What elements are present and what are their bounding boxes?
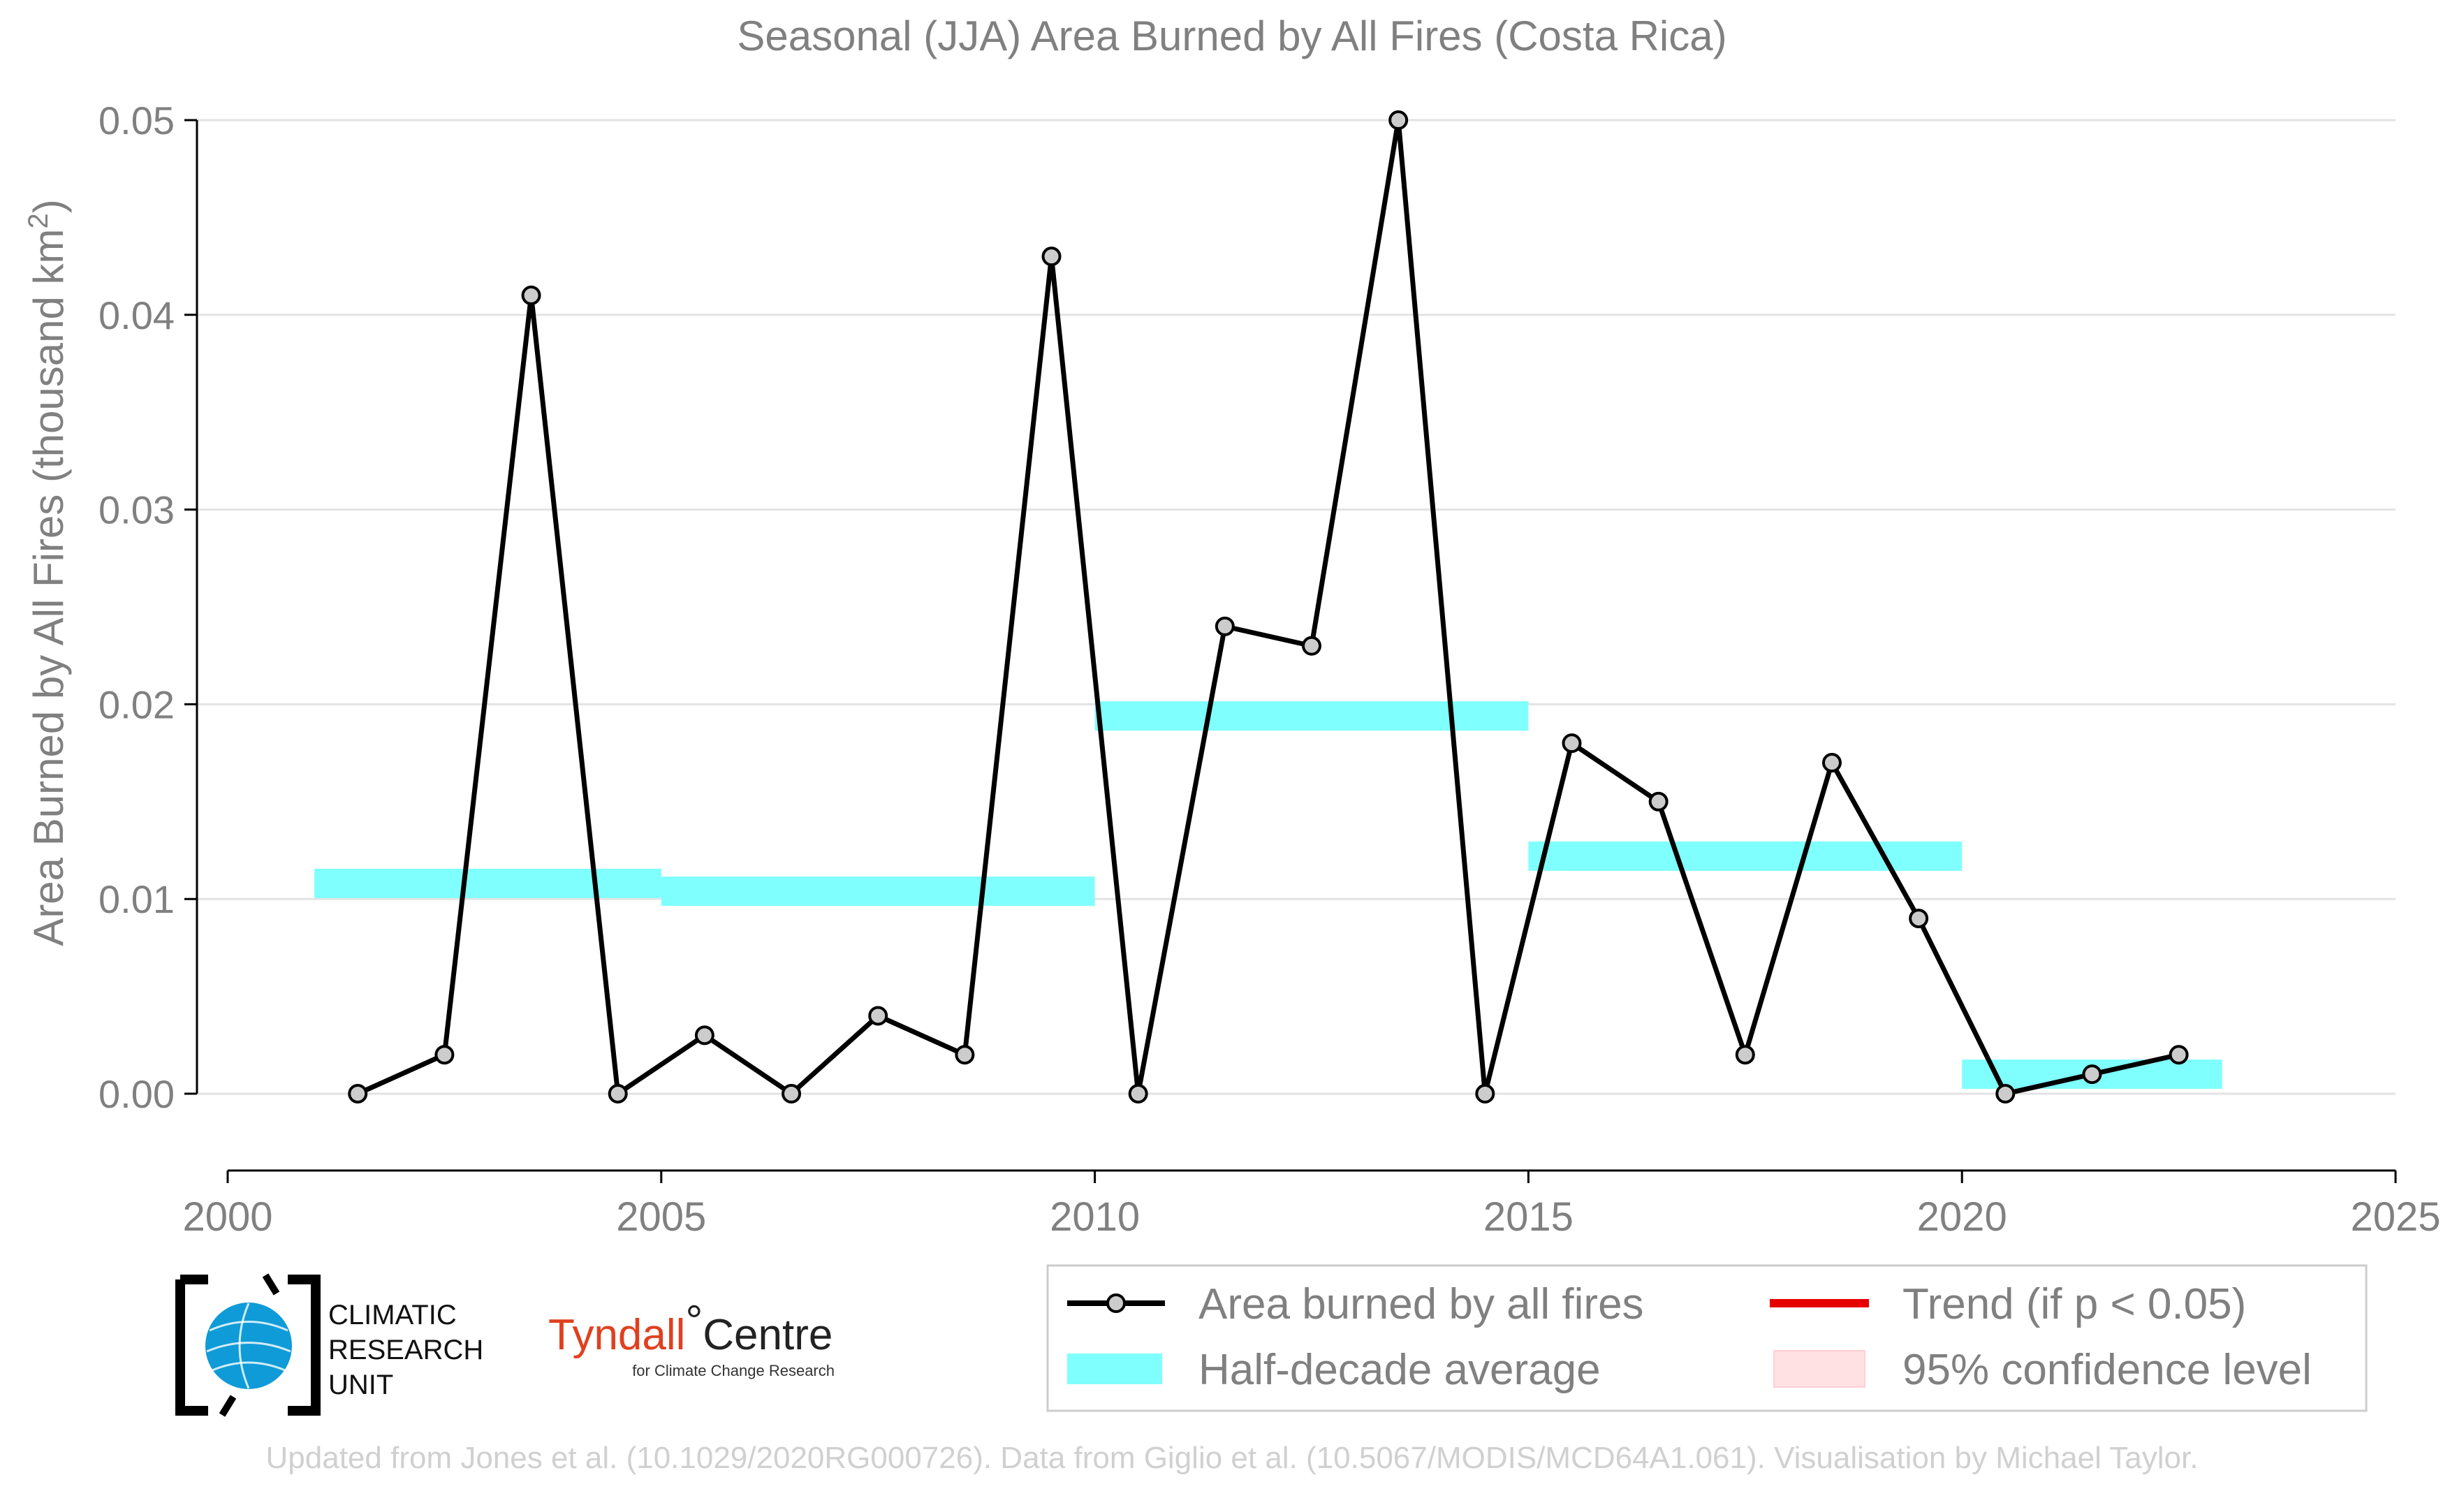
cru-line-1: CLIMATIC: [328, 1300, 457, 1330]
data-point-0: [348, 1084, 368, 1103]
tyndall-logo: Tyndall°Centre for Climate Change Resear…: [548, 1297, 835, 1379]
legend-marker-swatch: [1106, 1293, 1126, 1313]
half-decade-band-1: [661, 876, 1095, 907]
data-point-18: [1909, 909, 1929, 929]
legend: Area burned by all fires Trend (if p < 0…: [1046, 1264, 2368, 1412]
data-point-10: [1215, 616, 1235, 636]
data-point-13: [1475, 1084, 1495, 1103]
half-decade-band-0: [314, 868, 661, 898]
legend-label-area-burned: Area burned by all fires: [1198, 1280, 1644, 1328]
y-tick-label-0.00: 0.00: [98, 1072, 175, 1116]
tyndall-sub: for Climate Change Research: [632, 1362, 835, 1379]
series-line-0: [356, 119, 2180, 1099]
half-decade-band-3: [1528, 841, 1963, 871]
tyndall-centre: Centre: [703, 1311, 833, 1359]
x-tick-label-2005: 2005: [616, 1194, 706, 1240]
globe-icon: [205, 1303, 292, 1389]
half-decade-bands: [314, 701, 2222, 1090]
cru-line-2: RESEARCH: [328, 1335, 483, 1365]
grid: [197, 119, 2396, 1095]
x-tick-label-2010: 2010: [1050, 1194, 1140, 1240]
y-tick-label-0.05: 0.05: [98, 98, 175, 142]
y-tick-label-0.02: 0.02: [98, 682, 175, 726]
y-axis-label-close: ): [25, 199, 72, 213]
y-axis-label: Area Burned by All Fires (thousand km2): [23, 199, 72, 946]
data-point-4: [694, 1025, 714, 1046]
data-point-5: [782, 1084, 802, 1103]
data-point-1: [434, 1045, 455, 1065]
legend-ci-swatch: [1773, 1350, 1865, 1388]
data-point-17: [1821, 753, 1842, 773]
data-point-21: [2169, 1045, 2189, 1065]
cru-logo: CLIMATIC RESEARCH UNIT: [175, 1273, 483, 1417]
legend-label-ci: 95% confidence level: [1902, 1346, 2312, 1394]
y-ticks: 0.00 0.01 0.02 0.03 0.04 0.05: [98, 98, 197, 1116]
x-tick-label-2025: 2025: [2350, 1194, 2440, 1240]
data-point-8: [1041, 247, 1062, 267]
y-axis-label-sup: 2: [23, 213, 54, 228]
footer-credit: Updated from Jones et al. (10.1029/2020R…: [266, 1441, 2199, 1475]
data-point-16: [1735, 1045, 1755, 1065]
half-decade-band-2: [1094, 701, 1529, 731]
axes: [196, 120, 2396, 1172]
chart-title: Seasonal (JJA) Area Burned by All Fires …: [737, 13, 1726, 59]
data-point-3: [608, 1084, 628, 1103]
svg-text:Tyndall°Centre: Tyndall°Centre: [548, 1297, 833, 1359]
data-point-6: [868, 1006, 888, 1026]
data-point-2: [521, 285, 541, 305]
legend-band-swatch: [1067, 1354, 1162, 1384]
y-tick-label-0.04: 0.04: [98, 293, 175, 337]
tyndall-main: Tyndall: [548, 1311, 685, 1359]
data-point-12: [1388, 110, 1409, 130]
data-point-14: [1562, 733, 1582, 754]
cru-line-3: UNIT: [328, 1370, 393, 1400]
data-point-7: [955, 1045, 975, 1065]
x-tick-label-2015: 2015: [1483, 1194, 1574, 1240]
x-ticks: 2000 2005 2010 2015 2020 2025: [182, 1171, 2441, 1240]
data-point-11: [1302, 636, 1321, 656]
data-point-19: [1995, 1084, 2016, 1103]
legend-label-half-decade: Half-decade average: [1198, 1346, 1601, 1394]
legend-label-trend: Trend (if p < 0.05): [1902, 1280, 2246, 1328]
tyndall-degree: °: [685, 1297, 703, 1345]
y-tick-label-0.03: 0.03: [98, 488, 175, 532]
legend-box: [1046, 1264, 2368, 1412]
data-point-15: [1648, 791, 1669, 812]
x-tick-label-2000: 2000: [182, 1194, 272, 1240]
y-tick-label-0.01: 0.01: [98, 877, 175, 921]
data-point-20: [2082, 1064, 2102, 1085]
x-tick-label-2020: 2020: [1917, 1194, 2007, 1240]
series-area-burned: [348, 110, 2189, 1103]
data-point-9: [1128, 1084, 1148, 1103]
